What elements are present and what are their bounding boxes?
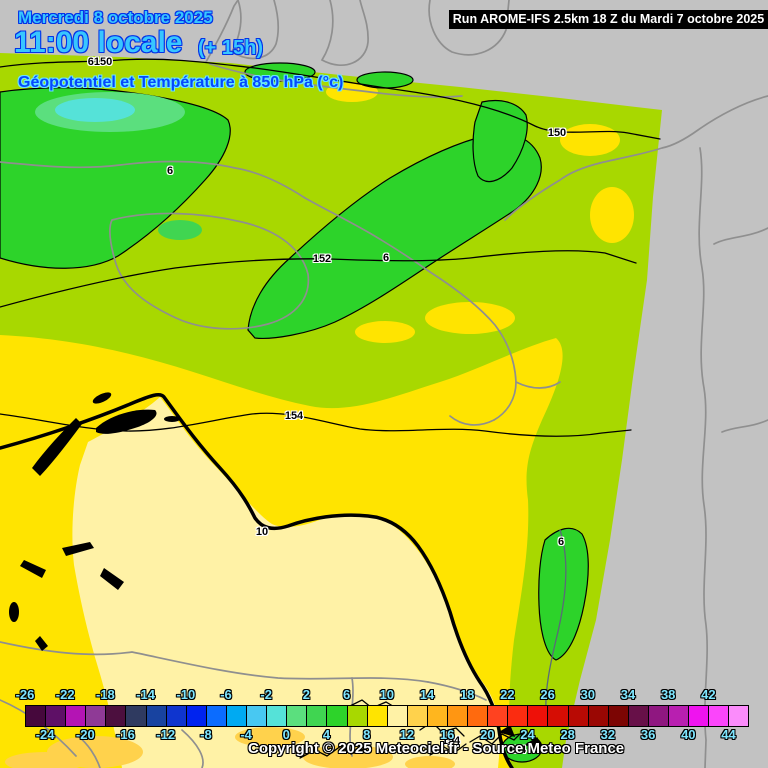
coldest-pockets <box>35 92 202 240</box>
colorbar-tick-label: -12 <box>156 727 176 742</box>
contour-label: 10 <box>255 526 269 538</box>
colorbar-cell <box>628 706 649 726</box>
date-title: Mercredi 8 octobre 2025 <box>18 8 213 27</box>
colorbar-cell <box>488 706 509 726</box>
colorbar-tick-label: 30 <box>580 687 596 702</box>
colorbar-cell <box>729 706 749 726</box>
colorbar-tick-label: -20 <box>75 727 95 742</box>
colorbar-cell <box>166 706 187 726</box>
contour-label: 154 <box>507 744 527 756</box>
colorbar-cell <box>106 706 127 726</box>
colorbar-tick-label: 20 <box>480 727 495 742</box>
colorbar-tick-label: -18 <box>95 687 115 702</box>
colorbar-tick-label: 18 <box>459 687 475 702</box>
colorbar-tick-label: 4 <box>322 727 331 742</box>
colorbar-cell <box>347 706 368 726</box>
colorbar-cell <box>307 706 328 726</box>
colorbar-tick-label: -24 <box>35 727 55 742</box>
colorbar-tick-label: 10 <box>379 687 395 702</box>
contour-label: 150 <box>547 127 567 139</box>
parameter-subtitle: Géopotentiel et Température à 850 hPa (°… <box>18 74 344 91</box>
colorbar-cell <box>588 706 609 726</box>
colorbar-tick-label: 16 <box>439 727 455 742</box>
colorbar-tick-label: 44 <box>721 727 736 742</box>
colorbar-cell <box>267 706 288 726</box>
colorbar-cell <box>709 706 730 726</box>
colorbar-cell <box>407 706 428 726</box>
contour-label: 154 <box>441 735 461 747</box>
colorbar-cell <box>669 706 690 726</box>
colorbar-tick-label: 8 <box>363 727 371 742</box>
colorbar-tick-label: -8 <box>200 727 212 742</box>
colorbar-tick-label: -6 <box>220 687 232 702</box>
colorbar-tick-label: 28 <box>560 727 575 742</box>
contour-label: 6 <box>166 165 174 177</box>
contour-label: 154 <box>284 410 304 422</box>
colorbar-cell <box>146 706 167 726</box>
colorbar-cell <box>206 706 227 726</box>
colorbar-tick-label: 26 <box>540 687 555 702</box>
colorbar-tick-label: 38 <box>660 687 676 702</box>
temperature-colorbar <box>25 705 750 727</box>
colorbar-tick-label: 32 <box>600 727 616 742</box>
colorbar-tick-label: 6 <box>342 687 351 702</box>
colorbar-tick-label: -2 <box>260 687 272 702</box>
colorbar-tick-label: 36 <box>640 727 656 742</box>
colorbar-cell <box>387 706 408 726</box>
colorbar-cell <box>327 706 348 726</box>
colorbar-tick-label: -16 <box>116 727 135 742</box>
colorbar-cell <box>648 706 669 726</box>
colorbar-tick-label: -4 <box>240 727 252 742</box>
cold-air-regions <box>0 62 589 763</box>
colorbar-cell <box>46 706 67 726</box>
forecast-offset: (+ 15h) <box>198 37 264 59</box>
colorbar-cell <box>367 706 388 726</box>
colorbar-cell <box>186 706 207 726</box>
colorbar-cell <box>528 706 549 726</box>
lakes <box>9 392 180 651</box>
colorbar-tick-label: 0 <box>282 727 290 742</box>
colorbar-cell <box>86 706 107 726</box>
contour-label: 6 <box>557 536 565 548</box>
contour-label: 6150 <box>87 56 113 68</box>
colorbar-cell <box>427 706 448 726</box>
colorbar-tick-label: -26 <box>15 687 35 702</box>
isotherm-10 <box>0 393 514 768</box>
colorbar-cell <box>226 706 248 726</box>
colorbar-tick-label: -10 <box>176 687 196 702</box>
colorbar-cell <box>689 706 710 726</box>
copyright-text: Copyright © 2025 Meteociel.fr - Source M… <box>248 740 625 757</box>
colorbar-cell <box>608 706 629 726</box>
local-time-title: 11:00 locale <box>14 26 183 59</box>
colorbar-cell <box>468 706 489 726</box>
colorbar-cell <box>66 706 87 726</box>
colorbar-cell <box>508 706 529 726</box>
colorbar-cell <box>126 706 147 726</box>
colorbar-tick-label: -22 <box>55 687 75 702</box>
colorbar-cell <box>26 706 47 726</box>
colorbar-cell <box>548 706 569 726</box>
colorbar-tick-label: 40 <box>681 727 696 742</box>
colorbar-tick-label: 42 <box>701 687 716 702</box>
contour-label: 6 <box>382 252 390 264</box>
colorbar-tick-label: 22 <box>500 687 515 702</box>
colorbar-cell <box>247 706 268 726</box>
colorbar-tick-label: 12 <box>399 727 415 742</box>
colorbar-tick-label: 24 <box>520 727 535 742</box>
colorbar-tick-label: 14 <box>419 687 435 702</box>
colorbar-tick-label: 34 <box>620 687 636 702</box>
colorbar-tick-label: -14 <box>136 687 155 702</box>
colorbar-cell <box>447 706 469 726</box>
domain-fill <box>0 53 662 768</box>
contour-label: 152 <box>312 253 332 265</box>
model-run-banner: Run AROME-IFS 2.5km 18 Z du Mardi 7 octo… <box>449 10 768 29</box>
colorbar-tick-label: 2 <box>302 687 311 702</box>
colorbar-cell <box>568 706 589 726</box>
colorbar-cell <box>287 706 308 726</box>
